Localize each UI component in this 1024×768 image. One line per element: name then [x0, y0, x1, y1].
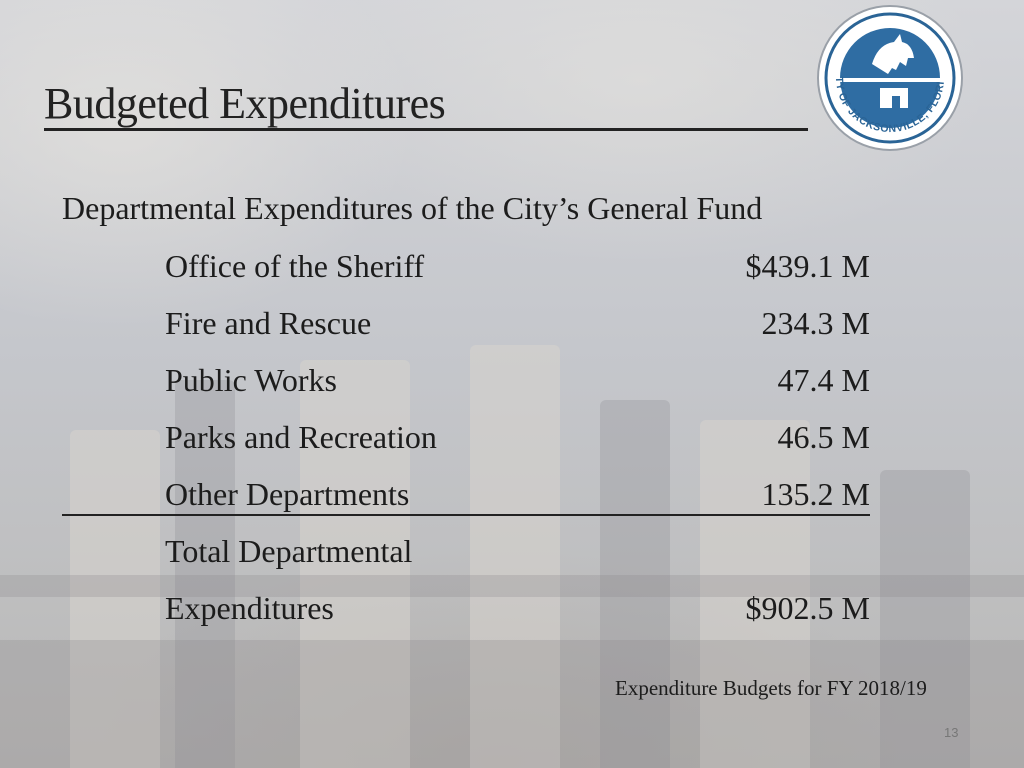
- total-label: Total Departmental: [165, 533, 413, 569]
- table-heading: Departmental Expenditures of the City’s …: [62, 190, 763, 226]
- expenditure-row: Fire and Rescue 234.3 M: [165, 305, 870, 345]
- total-row: Total Departmental: [165, 533, 870, 573]
- total-label: Expenditures: [165, 590, 334, 626]
- expenditure-row: Parks and Recreation 46.5 M: [165, 419, 870, 459]
- expenditure-row: Other Departments 135.2 M: [165, 476, 870, 516]
- department-amount: 47.4 M: [777, 362, 870, 398]
- total-divider: [62, 514, 870, 516]
- page-number: 13: [944, 725, 959, 740]
- total-row: Expenditures $902.5 M: [165, 590, 870, 630]
- department-name: Fire and Rescue: [165, 305, 372, 341]
- slide-title: Budgeted Expenditures: [44, 79, 446, 128]
- department-name: Other Departments: [165, 476, 410, 512]
- department-amount: 234.3 M: [761, 305, 870, 341]
- city-seal-horse-icon: CITY OF JACKSONVILLE, FLORIDA: [816, 4, 963, 151]
- title-underline: [44, 128, 808, 131]
- department-amount: 46.5 M: [777, 419, 870, 455]
- department-name: Parks and Recreation: [165, 419, 437, 455]
- department-amount: $439.1 M: [745, 248, 870, 284]
- expenditure-row: Public Works 47.4 M: [165, 362, 870, 402]
- department-name: Office of the Sheriff: [165, 248, 425, 284]
- department-name: Public Works: [165, 362, 337, 398]
- department-amount: 135.2 M: [761, 476, 870, 512]
- total-amount: $902.5 M: [745, 590, 870, 626]
- caption: Expenditure Budgets for FY 2018/19: [615, 676, 927, 700]
- expenditure-row: Office of the Sheriff $439.1 M: [165, 248, 870, 288]
